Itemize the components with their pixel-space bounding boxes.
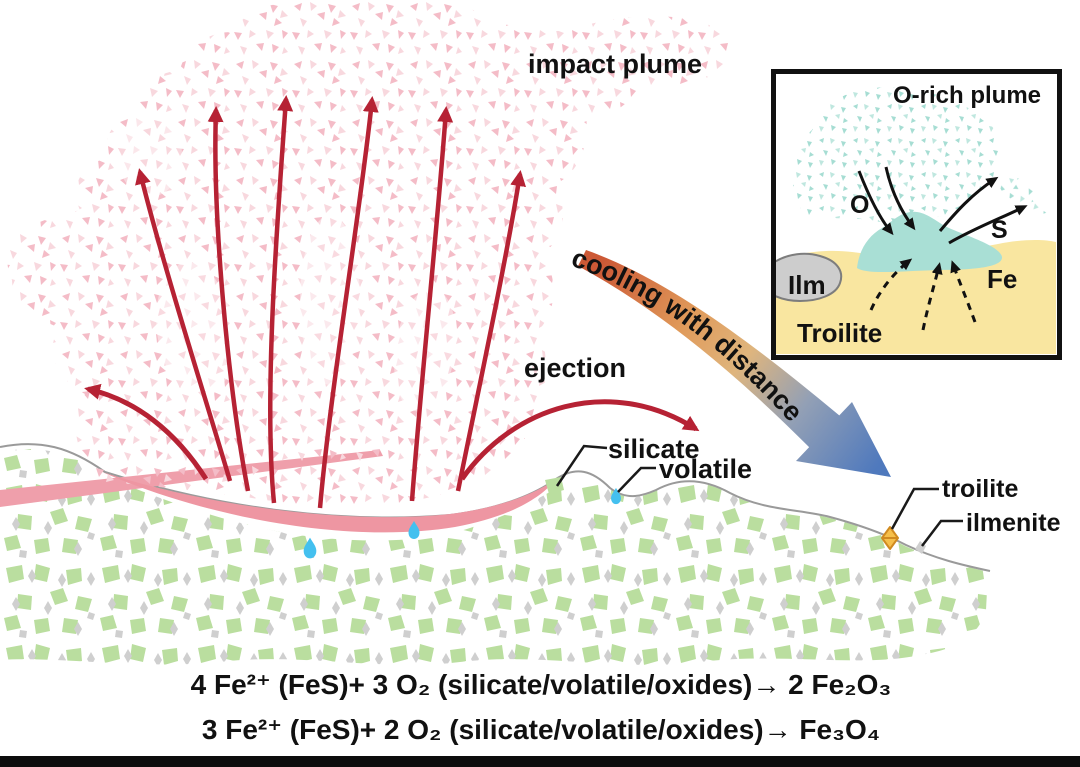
inset-title: O-rich plume (893, 82, 1041, 109)
inset-ilmenite-blob (776, 252, 843, 303)
crater-band (102, 472, 556, 533)
inset-troilite-ground (776, 239, 1056, 354)
troilite-label: troilite (942, 475, 1018, 503)
inset-panel: O-rich plume O S Ilm Fe Troilite (771, 69, 1062, 360)
inset-border (771, 69, 1062, 360)
impact-plume-label: impact plume (528, 49, 702, 79)
equation-fe3o4: 3 Fe²⁺ (FeS)+ 2 O₂ (silicate/volatile/ox… (202, 714, 880, 745)
inset-solid-arrows (857, 166, 1028, 245)
troilite-pointer (890, 487, 939, 530)
ejection-label: ejection (524, 353, 626, 383)
ejection-arrow-right (459, 399, 700, 481)
inset-iron-dashed-arrows (869, 258, 977, 331)
oxygen-label: O (850, 191, 869, 219)
iron-up-arrow (950, 260, 977, 323)
sulfur-label: S (991, 216, 1008, 244)
ilmenite-label: ilmenite (966, 509, 1061, 537)
ejection-arrow-left (84, 383, 209, 481)
troilite-diamond-icon (881, 526, 899, 550)
equation-fe2o3: 4 Fe²⁺ (FeS)+ 3 O₂ (silicate/volatile/ox… (191, 669, 892, 700)
plume-arrow (409, 106, 454, 502)
regolith-ground (0, 449, 988, 665)
iron-up-arrow (869, 258, 913, 311)
volatile-pointer (617, 466, 656, 493)
plume-arrow (135, 168, 233, 482)
iron-up-arrow (921, 262, 943, 331)
sulfur-out-arrow (938, 176, 999, 232)
oxygen-in-arrow (857, 170, 894, 236)
pointer-lines (555, 444, 963, 547)
plume-arrow (455, 170, 527, 492)
oxygen-in-arrow (884, 166, 916, 231)
volatile-label: volatile (659, 454, 752, 484)
bottom-bar (0, 756, 1080, 767)
surface-line (0, 443, 991, 572)
silicate-pointer (555, 444, 608, 487)
plume-arrow (267, 95, 294, 504)
inset-o-rich-plume-cloud (792, 87, 1049, 224)
silicate-label: silicate (608, 434, 700, 464)
plume-arrow (317, 96, 379, 509)
ilmenite-pointer (921, 519, 963, 547)
plume-arrows (84, 95, 700, 509)
inset-ilmenite-label: Ilm (788, 270, 826, 300)
plume-arrow (207, 106, 251, 492)
inset-troilite-label: Troilite (797, 318, 882, 348)
iron-label: Fe (987, 264, 1017, 294)
sulfur-out-arrow (948, 205, 1028, 245)
